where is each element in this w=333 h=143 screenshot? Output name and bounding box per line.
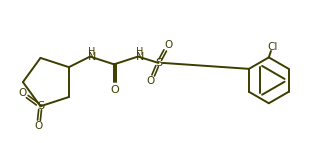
Text: S: S <box>37 101 44 111</box>
Text: H: H <box>136 47 144 57</box>
Text: S: S <box>155 58 162 68</box>
Text: N: N <box>136 52 144 62</box>
Text: Cl: Cl <box>267 42 277 52</box>
Text: O: O <box>147 76 155 86</box>
Text: O: O <box>18 88 26 98</box>
Text: N: N <box>88 52 96 62</box>
Text: O: O <box>164 40 172 50</box>
Text: O: O <box>34 121 43 131</box>
Text: O: O <box>111 85 120 95</box>
Text: H: H <box>88 47 96 57</box>
